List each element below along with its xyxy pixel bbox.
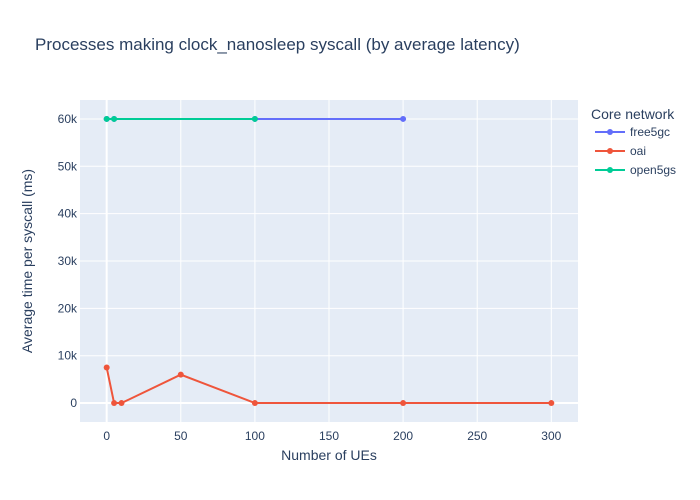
x-tick-label: 300 [541, 429, 561, 443]
point-oai[interactable] [251, 400, 258, 407]
legend-item-oai[interactable]: oai [595, 144, 646, 158]
point-oai[interactable] [548, 400, 555, 407]
point-free5gc[interactable] [400, 115, 407, 122]
x-tick-label: 150 [319, 429, 339, 443]
point-oai[interactable] [177, 371, 184, 378]
x-tick-label: 250 [467, 429, 487, 443]
x-tick-label: 200 [393, 429, 413, 443]
point-oai[interactable] [103, 364, 110, 371]
point-oai[interactable] [400, 400, 407, 407]
series-layer [103, 115, 555, 407]
x-tick-label: 100 [245, 429, 265, 443]
legend-label: oai [630, 144, 646, 158]
legend-label: free5gc [630, 125, 670, 139]
y-tick-label: 10k [58, 349, 78, 363]
legend-item-free5gc[interactable]: free5gc [595, 125, 670, 139]
y-tick-label: 30k [58, 254, 78, 268]
legend-marker-icon [607, 148, 613, 154]
legend-item-open5gs[interactable]: open5gs [595, 163, 676, 177]
legend[interactable]: Core network free5gc oai open5gs [591, 106, 676, 177]
series-open5gs [103, 115, 258, 122]
series-oai [103, 364, 555, 407]
point-open5gs[interactable] [103, 115, 110, 122]
y-tick-label: 40k [58, 207, 78, 221]
y-axis-ticks: 0 10k 20k 30k 40k 50k 60k [58, 112, 78, 410]
x-tick-label: 50 [174, 429, 188, 443]
y-tick-label: 0 [70, 396, 77, 410]
y-axis-title: Average time per syscall (ms) [19, 169, 35, 353]
legend-title: Core network [591, 106, 675, 122]
y-tick-label: 60k [58, 112, 78, 126]
x-tick-label: 0 [103, 429, 110, 443]
point-oai[interactable] [118, 400, 125, 407]
legend-marker-icon [607, 167, 613, 173]
y-tick-label: 50k [58, 159, 78, 173]
chart-title: Processes making clock_nanosleep syscall… [35, 35, 520, 54]
y-tick-label: 20k [58, 301, 78, 315]
x-axis-title: Number of UEs [281, 447, 377, 463]
point-open5gs[interactable] [251, 115, 258, 122]
point-open5gs[interactable] [111, 115, 118, 122]
legend-label: open5gs [630, 163, 676, 177]
legend-marker-icon [607, 129, 613, 135]
point-oai[interactable] [111, 400, 118, 407]
x-axis-ticks: 0 50 100 150 200 250 300 [103, 429, 561, 443]
